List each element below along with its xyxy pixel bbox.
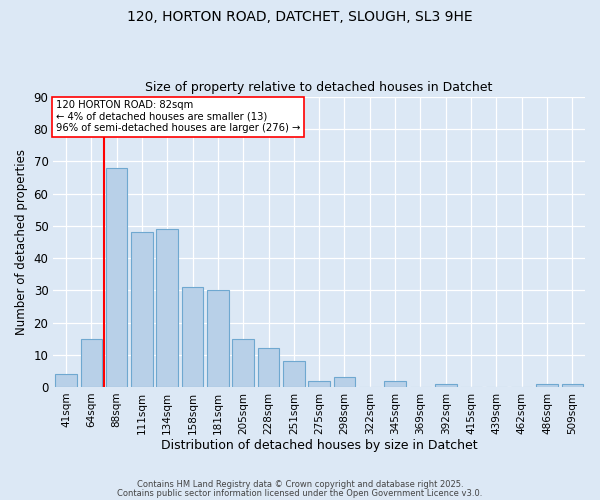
Bar — [182, 287, 203, 387]
Bar — [131, 232, 152, 387]
Bar — [385, 380, 406, 387]
Text: Contains HM Land Registry data © Crown copyright and database right 2025.: Contains HM Land Registry data © Crown c… — [137, 480, 463, 489]
Text: 120, HORTON ROAD, DATCHET, SLOUGH, SL3 9HE: 120, HORTON ROAD, DATCHET, SLOUGH, SL3 9… — [127, 10, 473, 24]
Bar — [207, 290, 229, 387]
Bar — [308, 380, 330, 387]
Text: 120 HORTON ROAD: 82sqm
← 4% of detached houses are smaller (13)
96% of semi-deta: 120 HORTON ROAD: 82sqm ← 4% of detached … — [56, 100, 300, 134]
Bar — [106, 168, 127, 387]
Bar — [536, 384, 558, 387]
Bar — [232, 338, 254, 387]
Bar — [435, 384, 457, 387]
Bar — [258, 348, 279, 387]
Y-axis label: Number of detached properties: Number of detached properties — [15, 149, 28, 335]
Bar — [80, 338, 102, 387]
Title: Size of property relative to detached houses in Datchet: Size of property relative to detached ho… — [145, 82, 493, 94]
Bar — [157, 229, 178, 387]
Text: Contains public sector information licensed under the Open Government Licence v3: Contains public sector information licen… — [118, 490, 482, 498]
Bar — [55, 374, 77, 387]
Bar — [334, 378, 355, 387]
Bar — [562, 384, 583, 387]
X-axis label: Distribution of detached houses by size in Datchet: Distribution of detached houses by size … — [161, 440, 478, 452]
Bar — [283, 361, 305, 387]
